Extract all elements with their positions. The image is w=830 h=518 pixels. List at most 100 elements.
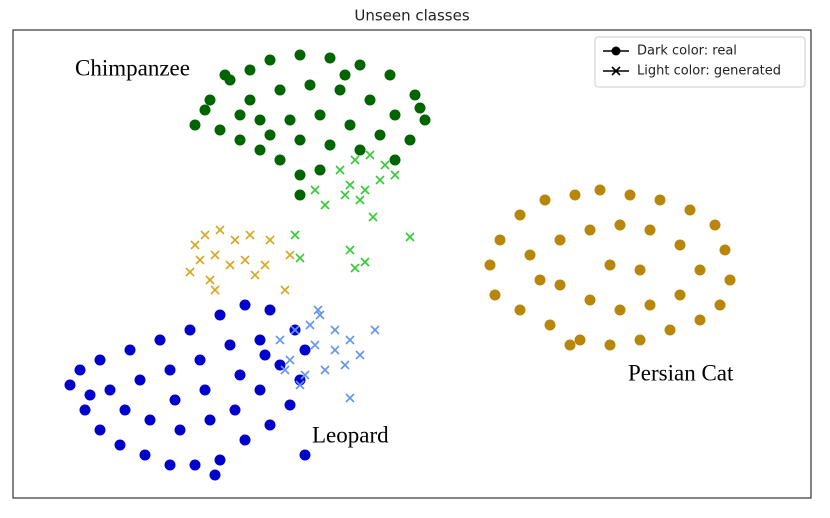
- dot-marker: [284, 114, 296, 126]
- dot-marker: [239, 434, 251, 446]
- dot-marker: [254, 334, 266, 346]
- dot-marker: [354, 59, 366, 71]
- dot-marker: [624, 189, 636, 201]
- dot-marker: [154, 334, 166, 346]
- x-marker: [320, 365, 330, 375]
- dot-marker: [644, 224, 656, 236]
- dot-marker: [194, 354, 206, 366]
- dot-marker: [164, 364, 176, 376]
- dot-marker: [299, 449, 311, 461]
- dot-marker: [314, 109, 326, 121]
- legend: Dark color: real Light color: generated: [594, 36, 806, 88]
- dot-marker: [569, 189, 581, 201]
- x-marker: [350, 263, 360, 273]
- dot-marker: [494, 234, 506, 246]
- dot-marker: [634, 334, 646, 346]
- dot-marker: [244, 94, 256, 106]
- dot-marker: [484, 259, 496, 271]
- dot-marker: [674, 289, 686, 301]
- dot-marker: [324, 52, 336, 64]
- x-marker: [355, 350, 365, 360]
- dot-marker: [544, 319, 556, 331]
- x-marker: [280, 285, 290, 295]
- x-marker: [350, 155, 360, 165]
- annotation: Chimpanzee: [75, 55, 190, 80]
- dot-marker: [644, 299, 656, 311]
- dot-marker: [514, 209, 526, 221]
- dot-marker: [119, 404, 131, 416]
- x-marker: [290, 230, 300, 240]
- dot-marker: [334, 84, 346, 96]
- dot-marker: [174, 424, 186, 436]
- dot-marker: [584, 224, 596, 236]
- dot-marker: [664, 324, 676, 336]
- dot-marker: [254, 114, 266, 126]
- dot-marker: [239, 299, 251, 311]
- dot-marker: [189, 459, 201, 471]
- dot-marker: [389, 109, 401, 121]
- x-marker: [313, 305, 323, 315]
- series: [189, 49, 431, 201]
- dot-marker: [304, 79, 316, 91]
- dot-marker: [74, 364, 86, 376]
- dot-marker: [204, 414, 216, 426]
- dot-marker: [314, 164, 326, 176]
- dot-marker: [694, 314, 706, 326]
- x-marker: [611, 66, 621, 76]
- x-marker: [215, 225, 225, 235]
- x-marker: [185, 267, 195, 277]
- dot-marker: [259, 349, 271, 361]
- dot-marker: [224, 339, 236, 351]
- dot-marker: [524, 249, 536, 261]
- dot-marker: [294, 134, 306, 146]
- dot-marker: [199, 384, 211, 396]
- dot-marker: [294, 189, 306, 201]
- dot-marker: [614, 304, 626, 316]
- x-marker: [305, 320, 315, 330]
- dot-marker: [134, 374, 146, 386]
- dot-marker: [594, 184, 606, 196]
- x-marker: [210, 250, 220, 260]
- dot-marker: [364, 94, 376, 106]
- dot-marker: [124, 344, 136, 356]
- x-marker: [345, 245, 355, 255]
- x-marker: [275, 335, 285, 345]
- dot-marker: [114, 439, 126, 451]
- dot-marker: [214, 124, 226, 136]
- x-marker: [330, 325, 340, 335]
- dot-marker: [684, 204, 696, 216]
- dot-marker: [294, 49, 306, 61]
- dot-marker: [604, 339, 616, 351]
- dot-marker: [554, 279, 566, 291]
- dot-marker: [234, 109, 246, 121]
- dot-marker: [199, 104, 211, 116]
- dot-marker: [514, 304, 526, 316]
- dot-marker: [539, 194, 551, 206]
- x-marker: [345, 180, 355, 190]
- series: [290, 150, 415, 273]
- dot-marker: [234, 369, 246, 381]
- x-marker: [300, 370, 310, 380]
- x-marker: [310, 185, 320, 195]
- dot-marker: [254, 144, 266, 156]
- dot-marker: [564, 339, 576, 351]
- annotations: Chimpanzee Persian Cat Leopard: [75, 55, 734, 447]
- x-marker: [320, 200, 330, 210]
- dot-marker: [374, 129, 386, 141]
- series: [275, 305, 380, 403]
- dot-marker: [604, 259, 616, 271]
- dot-marker: [614, 219, 626, 231]
- series: [185, 225, 295, 295]
- dot-marker: [164, 459, 176, 471]
- x-marker: [355, 195, 365, 205]
- dot-marker: [384, 69, 396, 81]
- dot-marker: [324, 139, 336, 151]
- x-marker: [230, 235, 240, 245]
- x-marker: [285, 250, 295, 260]
- dot-marker: [234, 134, 246, 146]
- dot-marker: [64, 379, 76, 391]
- dot-marker: [219, 69, 231, 81]
- x-marker: [345, 393, 355, 403]
